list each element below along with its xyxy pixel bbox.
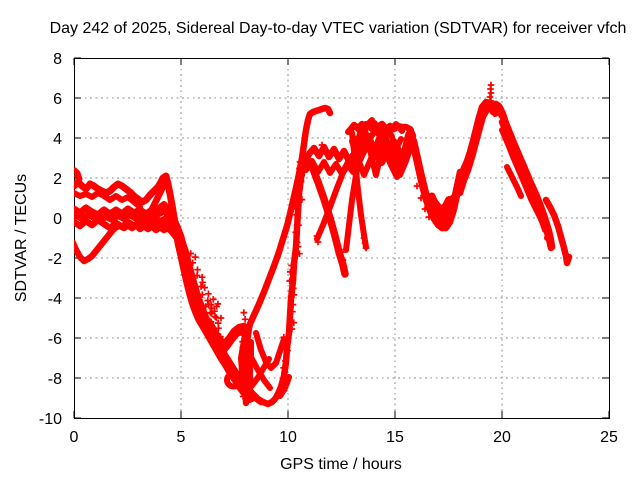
svg-text:4: 4: [53, 131, 62, 148]
svg-text:-10: -10: [39, 411, 62, 428]
svg-text:-4: -4: [48, 291, 62, 308]
svg-text:-2: -2: [48, 251, 62, 268]
svg-text:Day 242 of 2025, Sidereal Day-: Day 242 of 2025, Sidereal Day-to-day VTE…: [50, 20, 627, 37]
svg-text:6: 6: [53, 91, 62, 108]
svg-text:25: 25: [600, 429, 618, 446]
svg-text:10: 10: [279, 429, 297, 446]
svg-text:5: 5: [177, 429, 186, 446]
svg-text:15: 15: [386, 429, 404, 446]
svg-text:2: 2: [53, 171, 62, 188]
svg-text:-6: -6: [48, 331, 62, 348]
svg-text:0: 0: [53, 211, 62, 228]
svg-text:8: 8: [53, 51, 62, 68]
svg-text:-8: -8: [48, 371, 62, 388]
svg-text:SDTVAR / TECUs: SDTVAR / TECUs: [13, 174, 30, 302]
svg-text:0: 0: [70, 429, 79, 446]
svg-text:20: 20: [493, 429, 511, 446]
svg-text:GPS time / hours: GPS time / hours: [280, 456, 402, 473]
